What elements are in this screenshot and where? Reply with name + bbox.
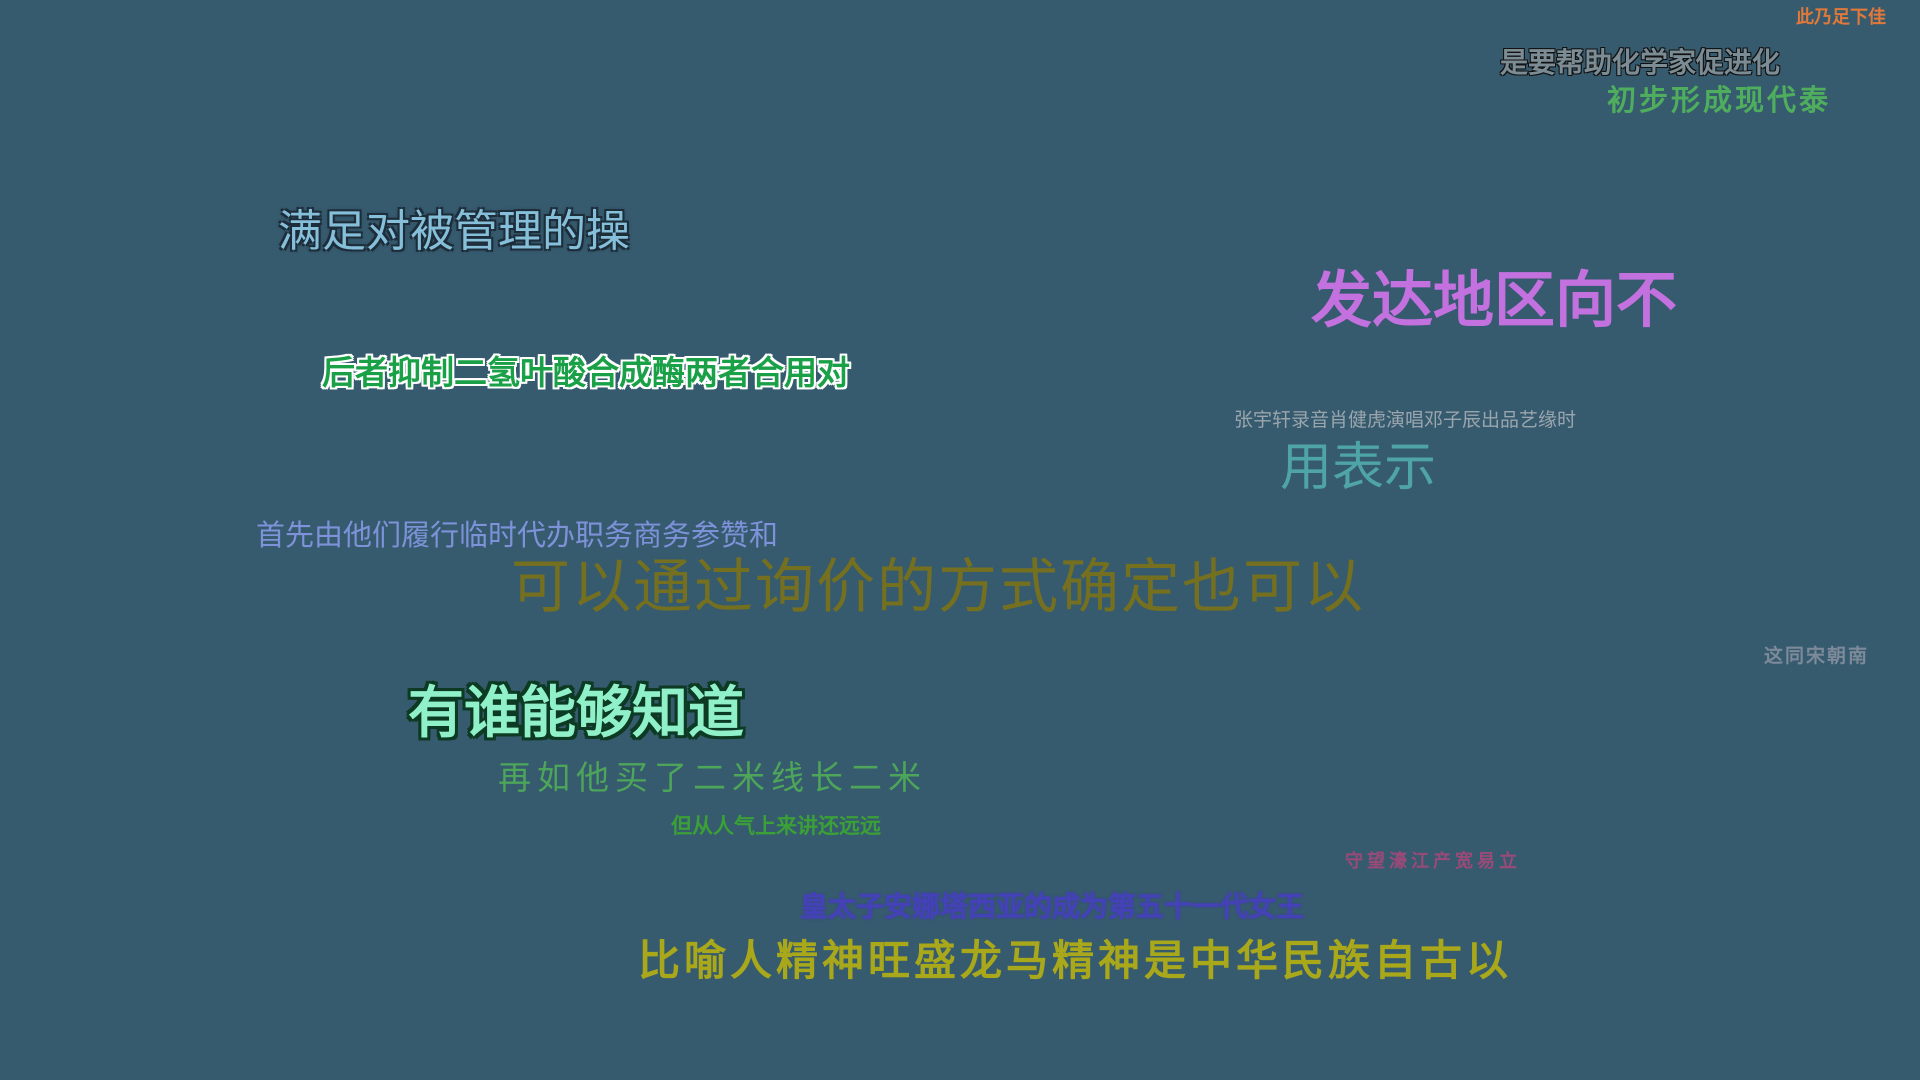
- phrase-5: 发达地区向不: [1311, 265, 1678, 336]
- phrase-17: 比喻人精神旺盛龙马精神是中华民族自古以: [638, 936, 1513, 985]
- phrase-7: 张宇轩录音肖健虎演唱邓子辰出品艺缘时: [1234, 409, 1577, 431]
- phrase-2: 是要帮助化学家促进化: [1500, 46, 1781, 79]
- phrase-10: 可以通过询价的方式确定也可以: [511, 552, 1366, 621]
- phrase-1: 此乃足下佳: [1796, 7, 1886, 28]
- phrase-14: 但从人气上来讲还远远: [671, 814, 881, 838]
- phrase-15: 守望濠江产宽易立: [1345, 851, 1521, 872]
- phrase-8: 用表示: [1280, 438, 1437, 498]
- phrase-13: 再如他买了二米线长二米: [498, 758, 927, 797]
- phrase-12: 有谁能够知道: [408, 681, 744, 746]
- phrase-11: 这同宋朝南: [1764, 645, 1870, 667]
- phrase-9: 首先由他们履行临时代办职务商务参赞和: [256, 518, 779, 552]
- phrase-6: 后者抑制二氢叶酸合成酶两者合用对: [322, 353, 850, 392]
- phrase-3: 初步形成现代泰: [1607, 83, 1832, 117]
- phrase-16: 皇太子安娜塔西亚的成为第五十一代女王: [800, 890, 1305, 923]
- phrase-4: 满足对被管理的操: [278, 206, 630, 257]
